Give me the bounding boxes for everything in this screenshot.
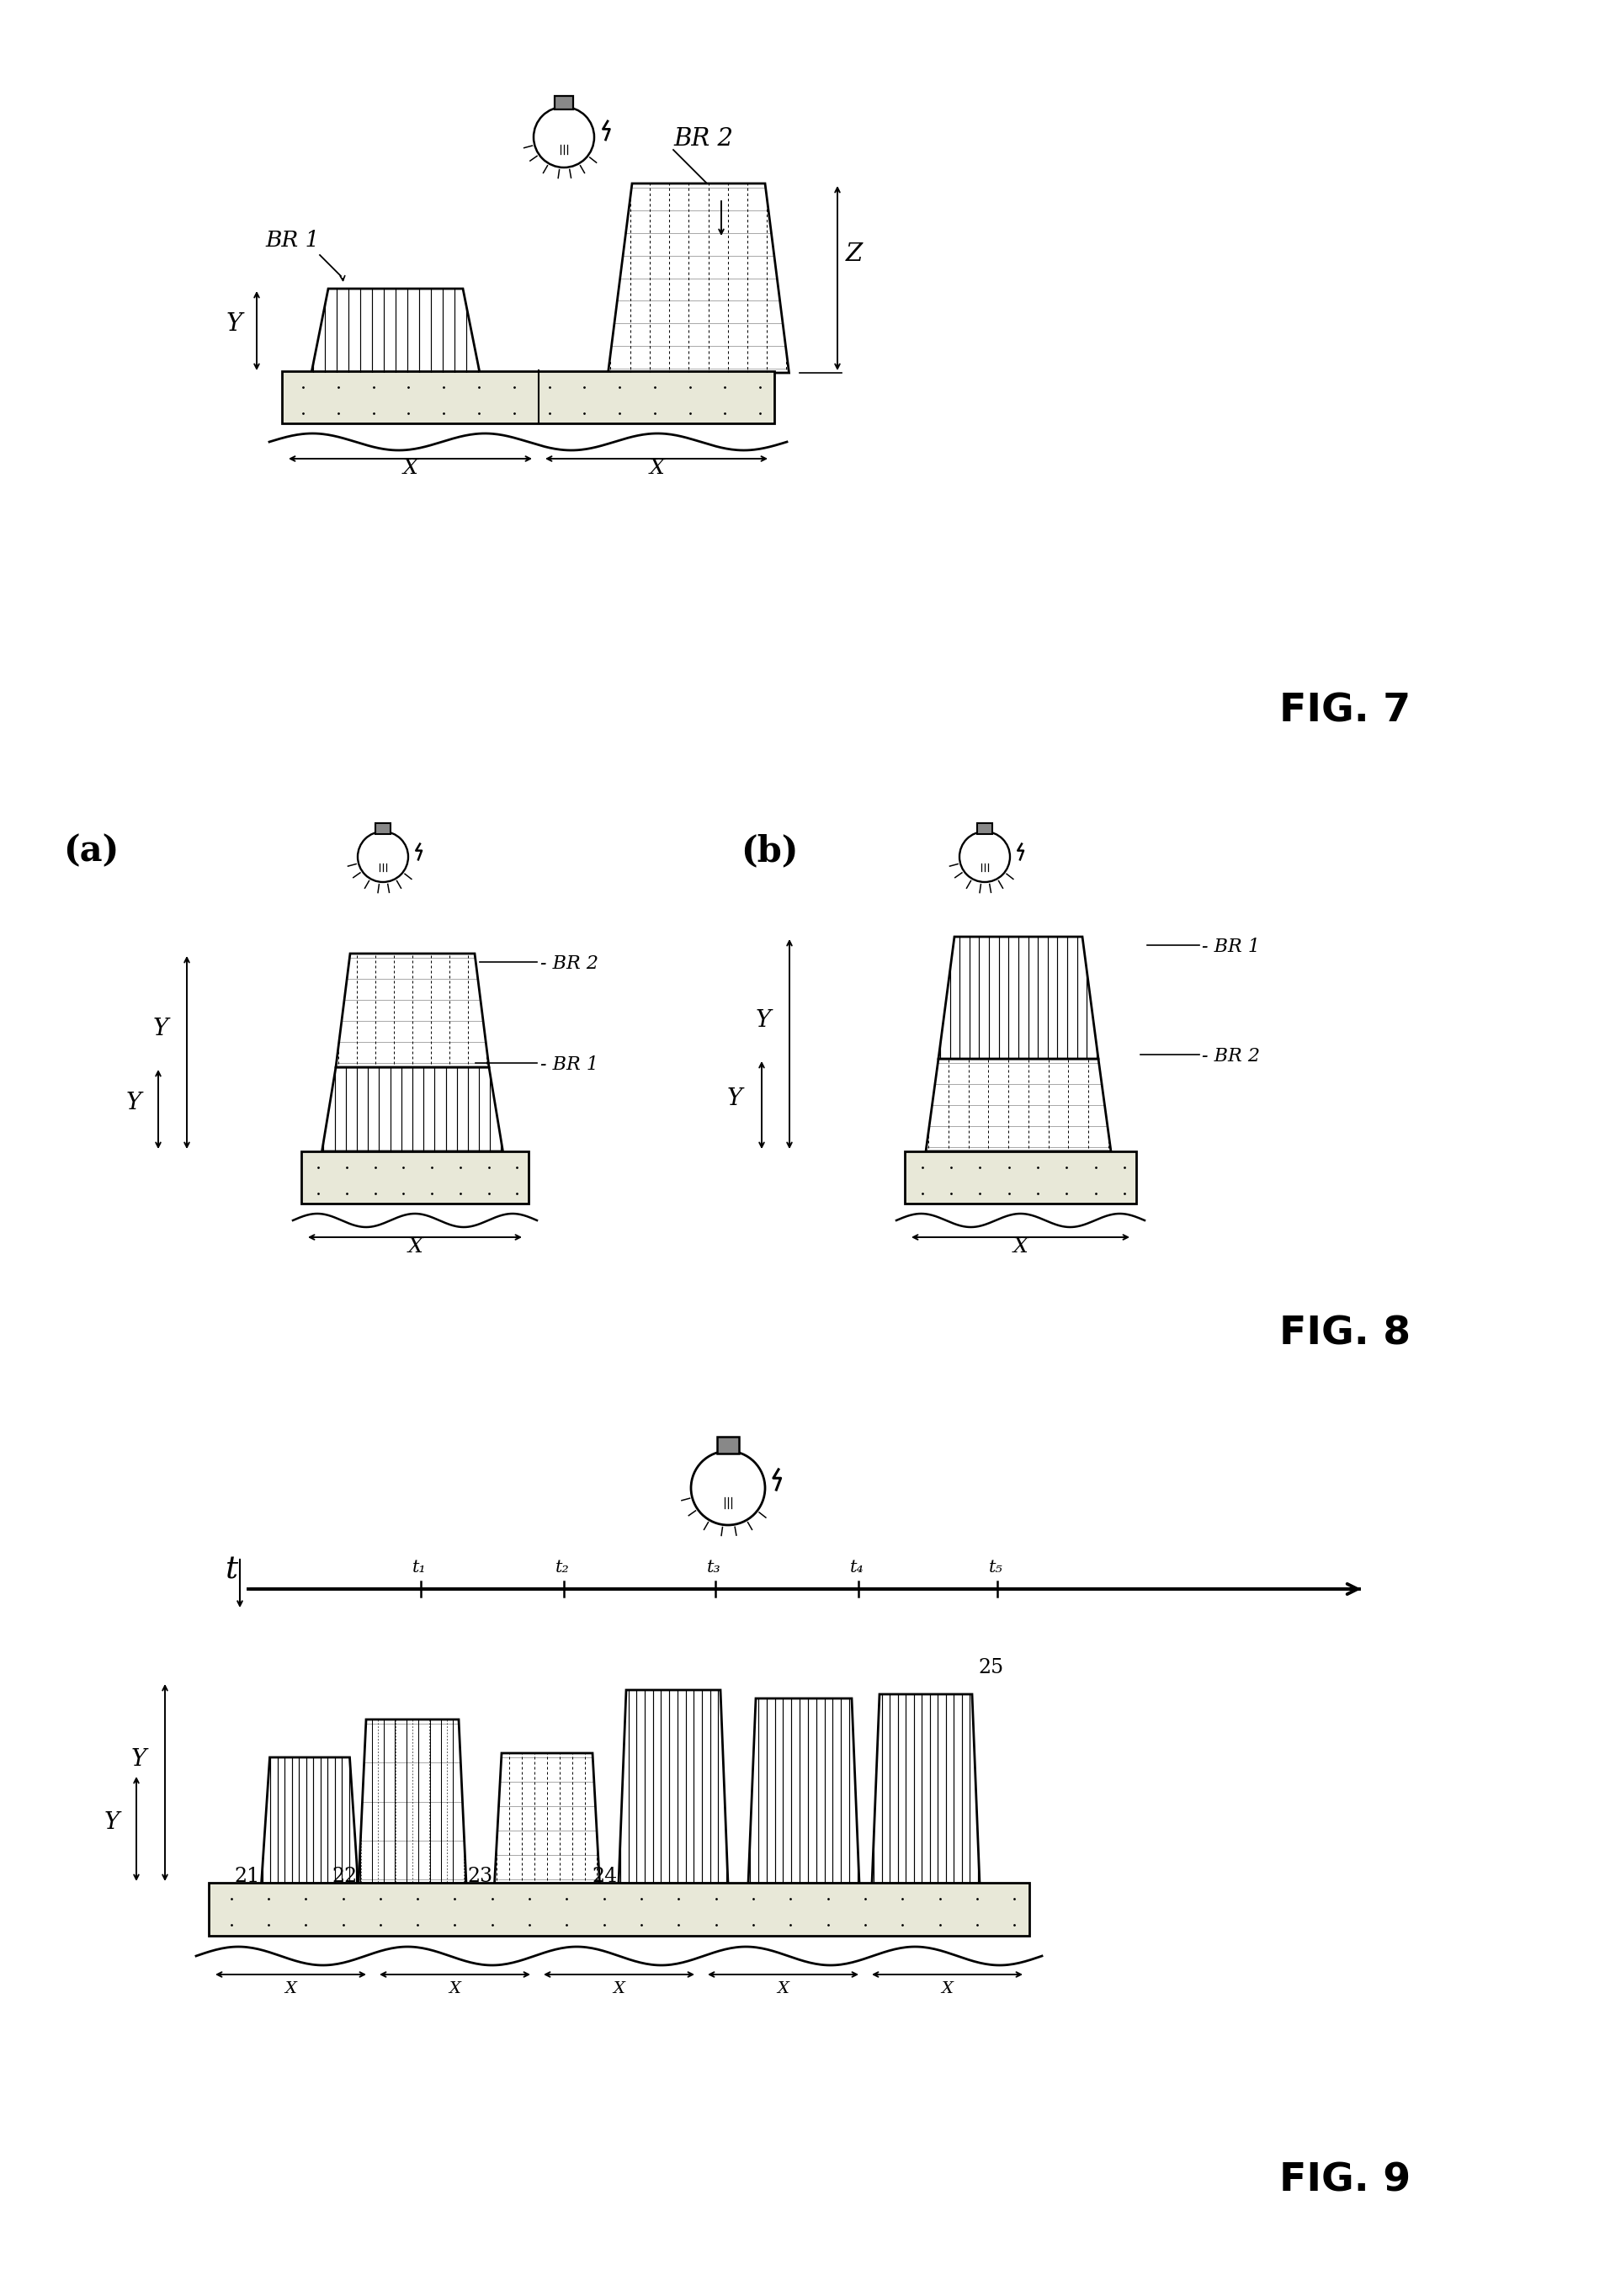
Text: t₅: t₅ [989,1559,1003,1575]
Bar [716,1437,738,1453]
Text: (a): (a) [63,833,119,868]
Text: 23: 23 [467,1867,493,1885]
Text: Y: Y [125,1091,141,1114]
Polygon shape [311,289,480,372]
Text: X: X [941,1981,953,1998]
Text: - BR 1: - BR 1 [539,1056,599,1075]
Polygon shape [926,1058,1111,1150]
Text: BR 2: BR 2 [672,126,732,152]
Polygon shape [262,1756,358,1883]
Text: 25: 25 [977,1658,1003,1678]
Text: t: t [225,1554,238,1587]
Text: FIG. 7: FIG. 7 [1279,693,1409,730]
Text: 24: 24 [591,1867,616,1885]
Text: Y: Y [226,312,242,335]
Text: Y: Y [754,1010,770,1033]
Text: X: X [777,1981,788,1998]
Bar [209,1883,1029,1936]
Text: t₃: t₃ [706,1559,721,1575]
Polygon shape [937,937,1098,1058]
Text: X: X [648,459,663,478]
Text: 21: 21 [234,1867,260,1885]
Text: - BR 2: - BR 2 [1201,1047,1260,1065]
Polygon shape [358,1720,465,1883]
Text: (b): (b) [740,833,798,868]
Text: X: X [408,1238,422,1256]
Polygon shape [618,1690,727,1883]
Text: - BR 2: - BR 2 [539,955,599,974]
Text: X: X [449,1981,461,1998]
Text: FIG. 9: FIG. 9 [1279,2161,1409,2200]
Text: BR 1: BR 1 [265,230,319,250]
Text: Y: Y [104,1812,119,1835]
Text: X: X [284,1981,297,1998]
Bar [282,372,774,422]
Polygon shape [335,953,490,1068]
Bar [976,822,992,833]
Text: Y: Y [727,1088,742,1111]
Text: Y: Y [152,1017,169,1040]
Bar [376,822,390,833]
Text: X: X [1013,1238,1027,1256]
Text: Z: Z [846,243,862,266]
Polygon shape [321,1068,502,1150]
Text: t₂: t₂ [555,1559,570,1575]
Polygon shape [872,1694,979,1883]
Text: FIG. 8: FIG. 8 [1279,1316,1409,1352]
Bar [302,1150,528,1203]
Bar [554,96,573,110]
Polygon shape [494,1754,599,1883]
Text: Y: Y [132,1747,146,1770]
Text: - BR 1: - BR 1 [1201,937,1260,955]
Text: 22: 22 [331,1867,356,1885]
Polygon shape [748,1699,859,1883]
Text: X: X [403,459,417,478]
Text: t₁: t₁ [412,1559,427,1575]
Text: X: X [613,1981,624,1998]
Polygon shape [608,184,788,372]
Text: t₄: t₄ [849,1559,863,1575]
Bar [904,1150,1136,1203]
